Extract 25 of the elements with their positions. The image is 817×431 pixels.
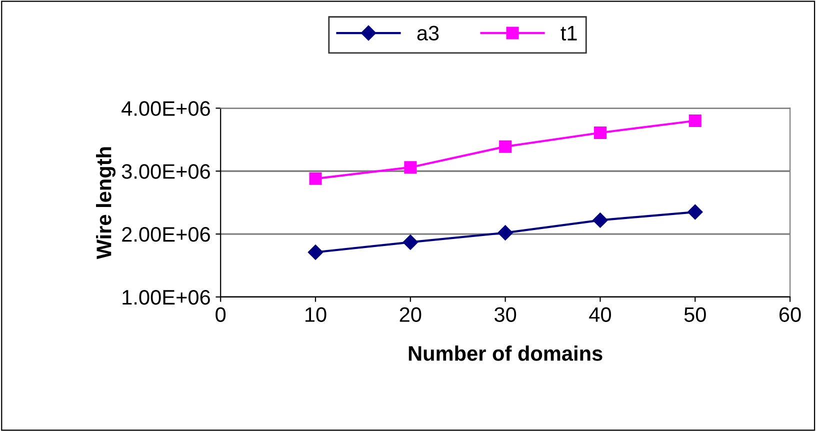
x-axis-title: Number of domains [408, 346, 602, 361]
x-tick-label: 30 [494, 307, 516, 322]
legend-label: a3 [417, 26, 439, 41]
x-tick-label: 0 [216, 307, 226, 322]
point [498, 225, 513, 240]
point [688, 114, 702, 128]
y-tick-label: 3.00E+06 [122, 164, 210, 179]
x-tick-label: 20 [400, 307, 422, 322]
point [402, 234, 418, 250]
point [308, 244, 324, 260]
y-tick-label: 2.00E+06 [122, 227, 210, 242]
point [592, 212, 608, 228]
x-tick-label: 40 [589, 307, 611, 322]
x-tick-label: 60 [780, 307, 801, 322]
point [404, 161, 417, 174]
y-tick-label: 4.00E+06 [122, 101, 210, 116]
y-axis-title: Wire length [96, 147, 116, 260]
point [499, 140, 512, 153]
x-tick-label: 10 [306, 307, 326, 322]
x-tick-label: 50 [684, 307, 706, 322]
y-tick-label: 1.00E+06 [122, 290, 210, 305]
point [594, 126, 606, 139]
point [309, 172, 322, 185]
point [688, 204, 703, 220]
legend-label: t1 [560, 26, 577, 40]
